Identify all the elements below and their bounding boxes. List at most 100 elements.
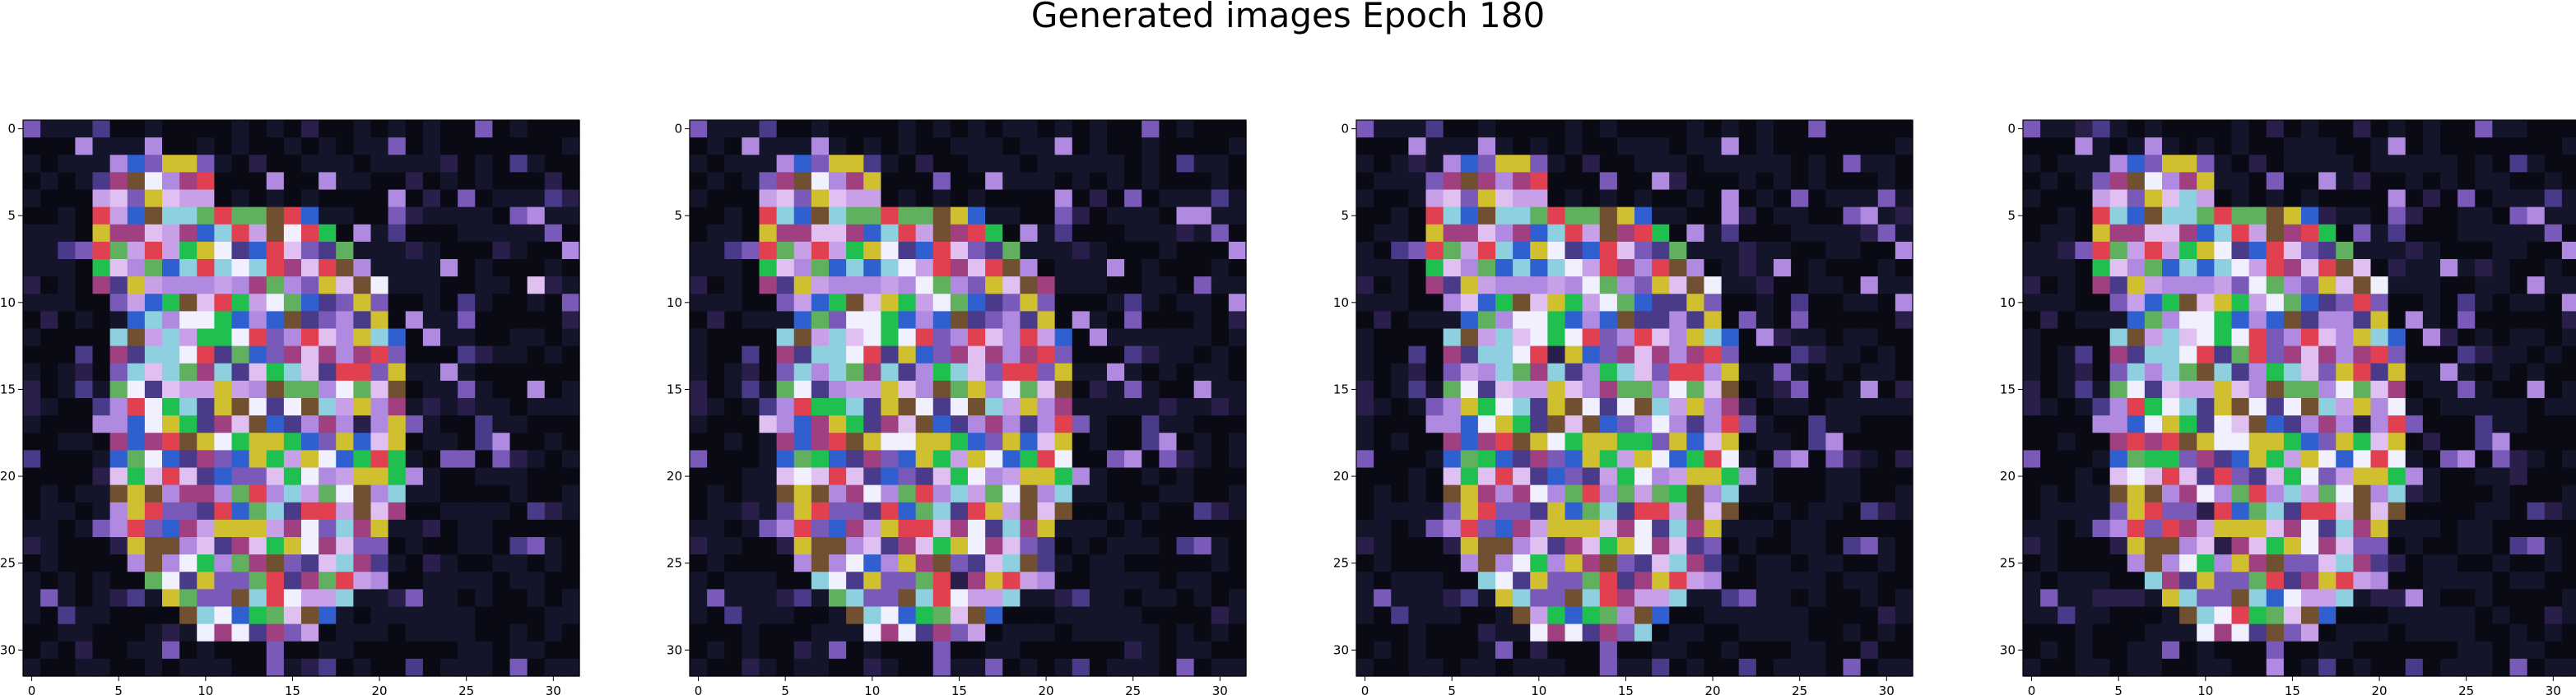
image-pixel	[109, 172, 128, 191]
image-pixel	[2092, 572, 2111, 590]
image-pixel	[1142, 589, 1160, 608]
image-pixel	[1755, 398, 1774, 416]
image-pixel	[2040, 484, 2058, 503]
image-pixel	[1652, 554, 1670, 572]
image-pixel	[1616, 450, 1635, 469]
image-pixel	[179, 450, 198, 469]
image-pixel	[370, 572, 389, 590]
image-pixel	[144, 641, 163, 660]
image-pixel	[811, 623, 830, 642]
image-pixel	[231, 172, 250, 191]
image-pixel	[968, 345, 986, 364]
image-pixel	[109, 467, 128, 486]
image-pixel	[2058, 554, 2076, 572]
image-pixel	[405, 589, 424, 608]
image-pixel	[144, 537, 163, 555]
image-pixel	[1895, 172, 1913, 191]
image-pixel	[759, 206, 778, 225]
image-pixel	[561, 224, 580, 243]
image-pixel	[1755, 137, 1774, 155]
image-pixel	[1477, 484, 1496, 503]
image-pixel	[1738, 311, 1757, 330]
image-pixel	[1704, 572, 1723, 590]
image-pixel	[1616, 189, 1635, 208]
image-pixel	[527, 484, 546, 503]
image-pixel	[1142, 502, 1160, 521]
image-pixel	[1054, 155, 1073, 173]
image-pixel	[1460, 502, 1479, 521]
image-pixel	[1582, 345, 1601, 364]
image-pixel	[1843, 172, 1862, 191]
image-pixel	[179, 311, 198, 330]
image-pixel	[1176, 294, 1195, 312]
image-pixel	[2457, 328, 2476, 347]
image-pixel	[1686, 380, 1705, 399]
image-pixel	[162, 189, 180, 208]
image-pixel	[2370, 189, 2389, 208]
image-pixel	[881, 120, 900, 138]
image-pixel	[370, 206, 389, 225]
image-pixel	[1582, 415, 1601, 433]
image-pixel	[968, 450, 986, 469]
image-pixel	[1738, 502, 1757, 521]
image-pixel	[1374, 345, 1392, 364]
image-pixel	[1425, 172, 1444, 191]
image-pixel	[1072, 606, 1090, 625]
image-pixel	[301, 363, 319, 382]
image-pixel	[2197, 433, 2215, 451]
image-pixel	[75, 363, 94, 382]
image-pixel	[283, 519, 302, 538]
image-pixel	[197, 189, 215, 208]
image-pixel	[353, 155, 372, 173]
image-pixel	[2527, 137, 2546, 155]
image-pixel	[2457, 589, 2476, 608]
image-pixel	[214, 519, 233, 538]
image-pixel	[1843, 537, 1862, 555]
image-pixel	[2405, 363, 2424, 382]
image-pixel	[1652, 172, 1670, 191]
image-pixel	[2283, 155, 2302, 173]
image-pixel	[863, 606, 881, 625]
image-pixel	[2162, 276, 2180, 294]
image-pixel	[2109, 259, 2128, 277]
image-pixel	[475, 206, 493, 225]
image-pixel	[1495, 398, 1514, 416]
image-pixel	[1721, 502, 1740, 521]
image-pixel	[1443, 641, 1462, 660]
image-pixel	[1791, 398, 1809, 416]
image-pixel	[370, 345, 389, 364]
image-pixel	[1755, 294, 1774, 312]
image-pixel	[1002, 328, 1021, 347]
image-pixel	[1443, 554, 1462, 572]
image-pixel	[2353, 363, 2372, 382]
image-pixel	[561, 537, 580, 555]
image-pixel	[1356, 554, 1374, 572]
image-pixel	[2388, 606, 2406, 625]
image-pixel	[1634, 345, 1653, 364]
image-pixel	[1124, 658, 1142, 677]
image-pixel	[2527, 294, 2546, 312]
image-pixel	[109, 311, 128, 330]
image-pixel	[353, 224, 372, 243]
image-pixel	[109, 484, 128, 503]
image-pixel	[2127, 276, 2146, 294]
image-pixel	[2214, 259, 2233, 277]
image-pixel	[1159, 311, 1178, 330]
image-pixel	[1652, 311, 1670, 330]
x-tick-label: 5	[114, 683, 123, 695]
image-pixel	[793, 502, 812, 521]
x-tick-label: 25	[458, 683, 474, 695]
image-pixel	[2266, 484, 2285, 503]
image-pixel	[2162, 172, 2180, 191]
image-pixel	[2127, 433, 2146, 451]
image-pixel	[544, 155, 563, 173]
image-pixel	[2040, 537, 2058, 555]
image-pixel	[2561, 537, 2576, 555]
image-pixel	[92, 155, 111, 173]
image-pixel	[1791, 658, 1809, 677]
image-pixel	[2179, 658, 2197, 677]
image-pixel	[353, 137, 372, 155]
image-pixel	[109, 155, 128, 173]
image-pixel	[544, 259, 563, 277]
image-pixel	[1513, 363, 1531, 382]
